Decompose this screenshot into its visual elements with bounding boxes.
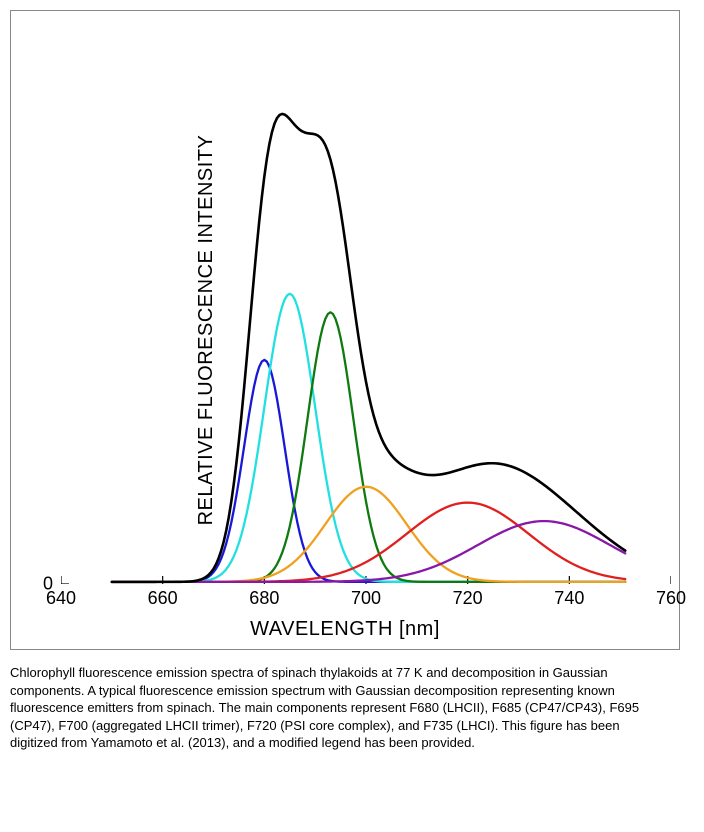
x-tick-label: 720 (453, 588, 483, 609)
x-tick-label: 740 (554, 588, 584, 609)
x-tick-label: 660 (148, 588, 178, 609)
y-tick-label-zero: 0 (43, 574, 53, 595)
figure-container: RELATIVE FLUORESCENCE INTENSITY WAVELENG… (10, 10, 694, 752)
x-axis-label: WAVELENGTH [nm] (250, 618, 440, 641)
plot-area (61, 29, 671, 584)
x-tick-label: 680 (249, 588, 279, 609)
x-tick-label: 700 (351, 588, 381, 609)
figure-caption: Chlorophyll fluorescence emission spectr… (10, 664, 670, 752)
x-tick-label: 760 (656, 588, 686, 609)
spectrum-svg (61, 29, 671, 584)
chart-frame: RELATIVE FLUORESCENCE INTENSITY WAVELENG… (10, 10, 680, 650)
